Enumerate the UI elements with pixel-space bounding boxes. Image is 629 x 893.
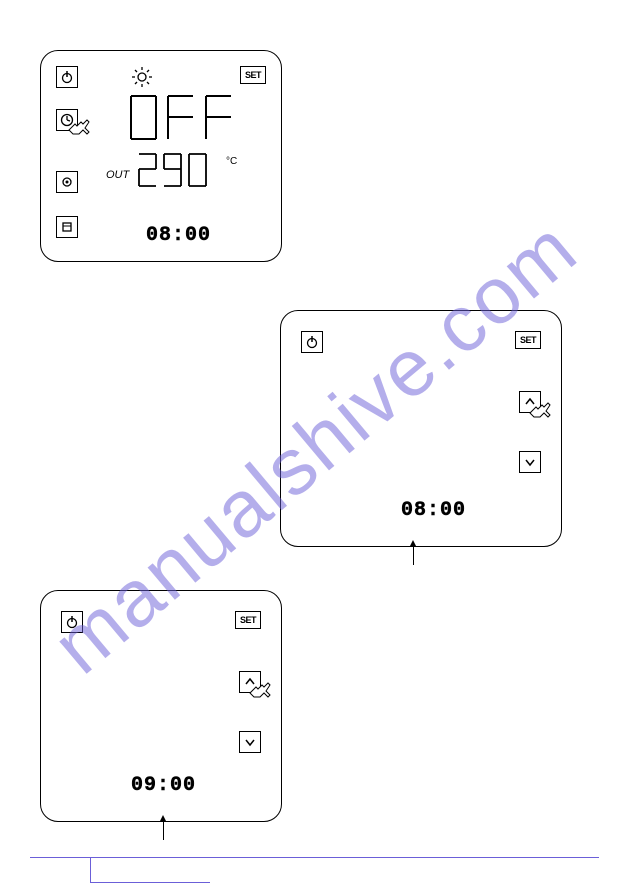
footer-divider: [30, 857, 599, 858]
thermostat-panel-3: SET 09:00: [40, 590, 282, 822]
thermostat-panel-1: SET OUT °C 08:00: [40, 50, 282, 262]
main-display: [126, 91, 246, 159]
power-icon: [56, 66, 78, 88]
time-display-1: 08:00: [146, 226, 211, 246]
out-label: OUT: [106, 169, 129, 181]
thermostat-panel-2: SET 08:00: [280, 310, 562, 547]
down-arrow-icon: [239, 731, 261, 753]
program-icon: [56, 216, 78, 238]
footer-divider-vert: [90, 858, 91, 883]
hand-pointer-icon: [61, 116, 97, 152]
indicator-arrow: [163, 820, 164, 840]
temp-display: [136, 151, 226, 200]
power-icon: [301, 331, 323, 353]
set-button: SET: [235, 611, 261, 629]
set-button: SET: [515, 331, 541, 349]
time-display-2: 08:00: [401, 501, 466, 521]
footer-divider-2: [90, 882, 210, 883]
down-arrow-icon: [519, 451, 541, 473]
sun-icon: [131, 66, 153, 88]
set-button: SET: [240, 66, 266, 84]
power-icon: [61, 611, 83, 633]
indicator-arrow: [413, 545, 414, 565]
mode-icon: [56, 171, 78, 193]
hand-pointer-icon: [522, 399, 558, 435]
hand-pointer-icon: [242, 679, 278, 715]
time-display-3: 09:00: [131, 776, 196, 796]
unit-label: °C: [226, 156, 237, 167]
